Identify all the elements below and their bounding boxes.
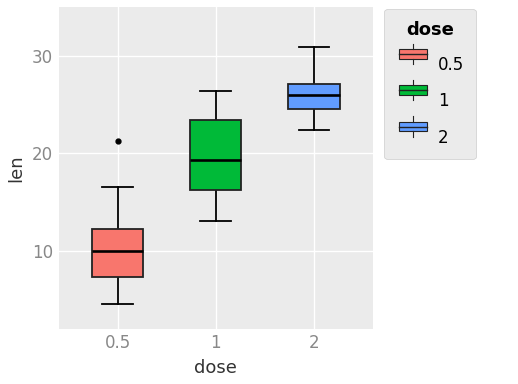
Legend: 0.5, 1, 2: 0.5, 1, 2: [384, 9, 476, 159]
Bar: [190, 120, 241, 190]
Y-axis label: len: len: [7, 154, 25, 182]
Bar: [92, 228, 143, 277]
Bar: [289, 84, 340, 109]
X-axis label: dose: dose: [194, 359, 237, 377]
